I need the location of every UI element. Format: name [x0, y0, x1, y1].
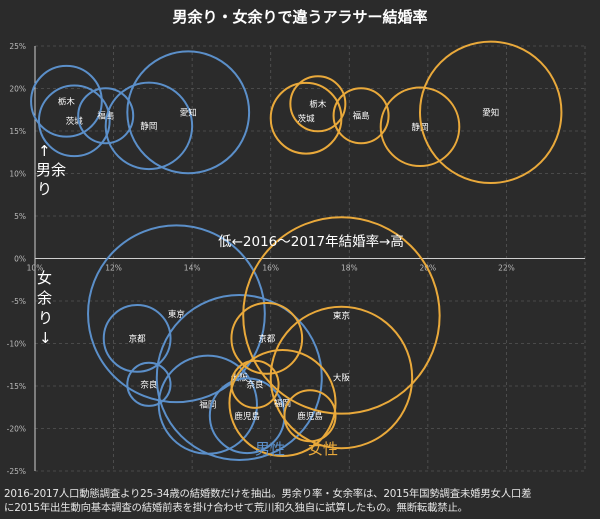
y-tick-label: 5%	[14, 212, 26, 221]
male-bubble-label: 茨城	[66, 116, 84, 127]
female-bubble-label: 茨城	[298, 113, 316, 124]
male-bubble-label: 愛知	[180, 107, 197, 118]
female-bubble	[332, 87, 390, 145]
female-bubble-label: 東京	[333, 310, 350, 321]
upper-arrow: ↑	[38, 142, 51, 160]
male-bubble	[77, 87, 135, 145]
male-bubble	[126, 361, 172, 407]
female-bubble	[230, 302, 304, 375]
female-bubble	[419, 40, 563, 185]
male-bubble	[126, 50, 251, 175]
y-tick-label: 10%	[9, 170, 26, 179]
x-tick-label: 12%	[105, 264, 122, 273]
male-bubble	[104, 81, 194, 171]
male-bubble	[155, 294, 323, 461]
male-bubble	[102, 304, 172, 373]
y-tick-label: 20%	[9, 85, 26, 94]
female-bubble	[289, 75, 347, 133]
y-tick-label: 25%	[9, 42, 26, 51]
upper-label-text: 男余	[36, 161, 67, 179]
lower-label-text-3: り	[38, 309, 54, 327]
female-bubble-label: 福岡	[274, 398, 291, 409]
y-tick-label: -5%	[11, 297, 26, 306]
female-bubble	[379, 86, 461, 168]
male-bubble-label: 鹿児島	[234, 411, 260, 422]
x-tick-label: 22%	[498, 264, 515, 273]
x-tick-label: 16%	[262, 264, 279, 273]
y-tick-label: -15%	[7, 382, 26, 391]
lower-label-text: 女	[37, 269, 53, 287]
x-tick-label: 18%	[341, 264, 358, 273]
x-tick-label: 10%	[27, 264, 44, 273]
female-bubble	[230, 359, 280, 409]
female-bubble	[283, 389, 337, 443]
caption: 2016-2017人口動態調査より25-34歳の結婚数だけを抽出。男余り率・女余…	[4, 487, 598, 515]
x-tick-label: 14%	[184, 264, 201, 273]
legend-male: 男性	[255, 440, 285, 458]
female-bubble	[242, 216, 441, 415]
male-bubble-label: 静岡	[140, 121, 157, 132]
bubble-chart: 男余り・女余りで違うアラサー結婚率 25% 20% 15% 10% 5% 0% -5% -10…	[0, 0, 600, 487]
female-bubble-label: 京都	[258, 333, 276, 344]
upper-side-label: ↑ 男余 り	[36, 142, 66, 199]
female-bubble-label: 鹿児島	[297, 411, 323, 422]
lower-side-label: 女 余 り ↓	[37, 268, 53, 348]
y-tick-label: -10%	[7, 340, 26, 349]
lower-label-text-2: 余	[37, 289, 53, 307]
caption-line-1: 2016-2017人口動態調査より25-34歳の結婚数だけを抽出。男余り率・女余…	[4, 488, 532, 500]
chart-background	[0, 0, 600, 487]
male-bubble	[87, 224, 266, 404]
male-bubble-label: 奈良	[140, 379, 158, 390]
male-bubble	[37, 84, 111, 158]
male-bubble-label: 東京	[168, 309, 185, 320]
female-bubble-label: 静岡	[411, 122, 428, 133]
y-tick-label: 15%	[9, 127, 26, 136]
lower-arrow: ↓	[39, 329, 52, 347]
y-tick-label: -20%	[7, 425, 26, 434]
female-bubble-label: 大阪	[333, 373, 351, 384]
male-bubble	[30, 64, 103, 138]
x-axis-annotation: 低←2016～2017年結婚率→高	[218, 233, 404, 250]
y-tick-label: -25%	[7, 467, 26, 476]
female-bubble	[228, 348, 337, 458]
legend-female: 女性	[308, 440, 338, 458]
chart-title: 男余り・女余りで違うアラサー結婚率	[172, 8, 427, 26]
female-bubble	[269, 81, 343, 155]
male-bubble-label: 京都	[129, 333, 147, 344]
male-bubble-label: 栃木	[58, 96, 76, 107]
male-bubble-label: 福岡	[199, 400, 216, 411]
female-bubble-label: 奈良	[246, 379, 264, 390]
male-bubble-label: 大阪	[231, 373, 249, 384]
female-bubble-label: 愛知	[482, 107, 499, 118]
caption-line-2: に2015年出生動向基本調査の結婚前表を掛け合わせて荒川和久独自に試算したもの。…	[4, 502, 468, 514]
upper-label-text-2: り	[37, 180, 53, 198]
female-bubble-label: 福島	[353, 111, 371, 122]
female-bubble	[269, 305, 414, 450]
female-bubble-label: 栃木	[309, 99, 327, 110]
y-tick-label: 0%	[14, 255, 26, 264]
